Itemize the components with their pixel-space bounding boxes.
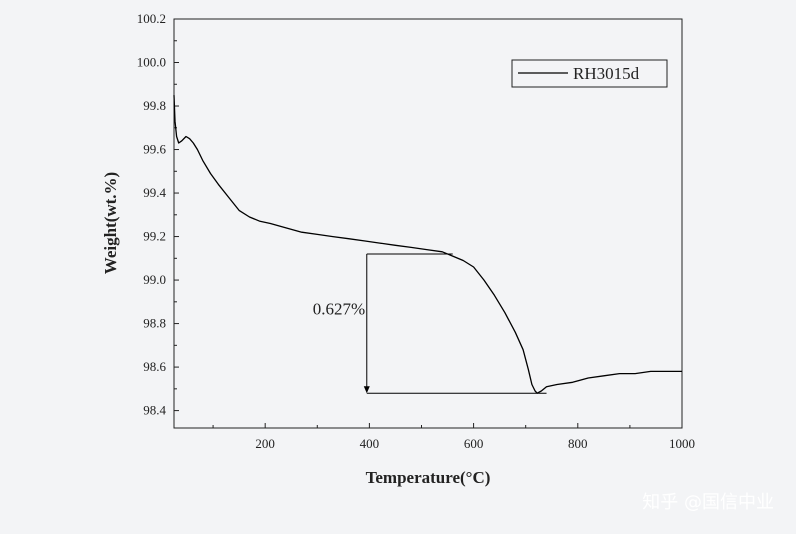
- y-axis: 98.4 98.6 98.8 99.0 99.2 99.4 99.6 99.8 100.0 100…: [137, 11, 179, 418]
- series-group: [173, 95, 682, 394]
- y-axis-title: Weight(wt.%): [101, 172, 120, 274]
- x-tick-label: 1000: [669, 436, 695, 451]
- x-tick-label: 200: [255, 436, 275, 451]
- y-tick-label: 99.2: [143, 229, 166, 244]
- weight-loss-bracket: [363, 253, 547, 394]
- y-tick-label: 99.0: [143, 272, 166, 287]
- y-tick-label: 99.8: [143, 98, 166, 113]
- y-tick-label: 98.4: [143, 403, 166, 418]
- bracket-arrowhead: [363, 386, 370, 394]
- annotation-mass-loss: 0.627%: [313, 299, 365, 318]
- y-tick-label: 99.4: [143, 185, 166, 200]
- x-tick-label: 600: [464, 436, 484, 451]
- series-line: [173, 95, 682, 394]
- watermark: 知乎 @国信中业: [642, 492, 774, 513]
- plot-frame: [173, 18, 683, 429]
- y-tick-label: 100.2: [137, 11, 166, 26]
- y-tick-label: 99.6: [143, 142, 166, 157]
- legend-label: RH3015d: [573, 64, 640, 83]
- y-tick-label: 100.0: [137, 55, 166, 70]
- y-tick-label: 98.8: [143, 316, 166, 331]
- x-axis: 200 400 600 800 1000: [212, 423, 695, 451]
- x-tick-label: 800: [568, 436, 588, 451]
- y-tick-label: 98.6: [143, 359, 166, 374]
- x-axis-title: Temperature(°C): [366, 468, 491, 487]
- legend: RH3015d: [511, 59, 668, 88]
- x-tick-label: 400: [360, 436, 380, 451]
